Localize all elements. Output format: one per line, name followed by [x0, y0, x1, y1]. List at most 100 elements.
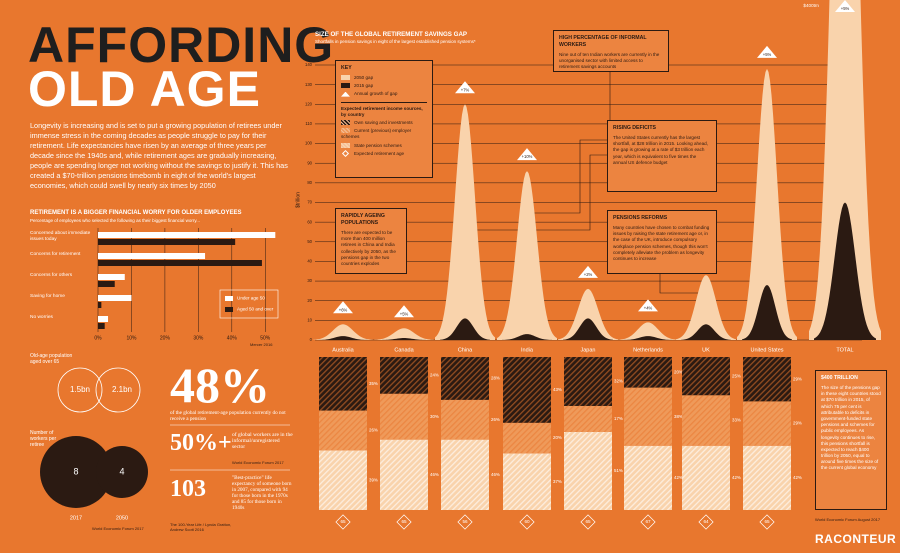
bar	[98, 323, 105, 329]
retirement-age: 67	[645, 519, 651, 524]
annotation-text: Nine out of ten Indian workers are curre…	[559, 52, 660, 70]
hatch	[564, 431, 612, 510]
gap-area	[502, 334, 552, 340]
value-label: 24%	[430, 373, 439, 378]
value-label: 51%	[614, 468, 623, 473]
legend-label: Under age 50	[237, 296, 265, 301]
source: World Economic Forum 2017	[232, 460, 284, 465]
growth-label: +6%	[339, 307, 348, 312]
hatch	[441, 357, 489, 400]
value-label: 42%	[732, 475, 741, 480]
y-tick-label: 100	[305, 141, 313, 146]
growth-marker	[394, 305, 414, 318]
value-label: 29%	[793, 421, 802, 426]
value-label: 42%	[674, 475, 683, 480]
gap-area	[742, 285, 792, 340]
value-label: 43%	[553, 387, 562, 392]
hatch	[380, 439, 428, 510]
gap-area	[313, 324, 373, 340]
y-tick-label: 90	[307, 160, 312, 165]
key-label: Own saving and investments	[354, 119, 413, 125]
bar	[98, 295, 132, 301]
age-marker	[335, 514, 351, 530]
stat-text: of global workers are in the informal/un…	[232, 432, 293, 450]
retirement-age: 65	[585, 519, 591, 524]
gap-area	[618, 322, 678, 340]
age-marker	[396, 514, 412, 530]
growth-marker	[455, 81, 475, 94]
growth-marker	[517, 148, 537, 161]
retirement-age: 65	[764, 519, 770, 524]
key-label: Annual growth of gap	[354, 91, 398, 97]
annotation-text: Many countries have chosen to combat fun…	[613, 225, 710, 261]
value-label: 26%	[369, 428, 378, 433]
source: World Economic Forum 2017	[92, 526, 144, 531]
intro: Longevity is increasing and is set to pu…	[30, 121, 288, 191]
x-tick-label: 40%	[227, 335, 238, 341]
swatch	[341, 128, 350, 134]
y-tick-label: 80	[307, 180, 312, 185]
value-label: 35%	[369, 381, 378, 386]
key-label: State pension schemes	[354, 142, 402, 148]
x-tick-label: 10%	[126, 335, 137, 341]
gap-area	[318, 336, 368, 340]
population-circle	[95, 367, 141, 413]
y-tick-label: 70	[307, 200, 312, 205]
annotation-text: There are expected to be more than 400 m…	[341, 230, 396, 266]
bar	[98, 274, 125, 280]
gap-area	[623, 336, 673, 340]
gap-area	[379, 338, 429, 340]
annotation: PENSIONS REFORMS Many countries have chos…	[607, 210, 717, 274]
key-item: 2050 gap	[341, 75, 427, 81]
source: Mercer 2016	[250, 342, 273, 347]
growth-label: +5%	[400, 311, 409, 316]
value-label: 33%	[732, 418, 741, 423]
summary-title: $400 TRILLION	[821, 375, 858, 381]
swatch	[341, 142, 350, 148]
growth-label: +2%	[584, 272, 593, 277]
annotation-title: HIGH PERCENTAGE OF INFORMAL WORKERS	[559, 35, 647, 49]
hatch	[380, 357, 428, 394]
hatch	[624, 387, 672, 446]
total-label: $400trn	[803, 3, 819, 8]
x-tick-label: UK	[702, 347, 710, 353]
workers-value: 8	[73, 466, 78, 476]
y-axis-label: $trillion	[295, 192, 301, 208]
age-marker	[457, 514, 473, 530]
annotation-text: The United States currently has the larg…	[613, 135, 709, 165]
workers-value: 4	[119, 466, 124, 476]
y-tick-label: 50	[307, 239, 312, 244]
source: The 100-Year Life / Lynda Gratton, Andre…	[170, 522, 232, 532]
gap-area	[440, 318, 490, 340]
key-label: 2015 gap	[354, 83, 374, 89]
x-tick-label: TOTAL	[836, 347, 853, 353]
value-label: 46%	[430, 472, 439, 477]
annotation: RISING DEFICITS The United States current…	[607, 120, 717, 192]
age-marker	[519, 514, 535, 530]
category-label: Concerned about immediate issues today	[30, 231, 91, 242]
hatch	[564, 357, 612, 406]
hatch	[319, 450, 367, 510]
growth-marker	[333, 301, 353, 314]
year-label: 2050	[116, 515, 128, 521]
hatch	[743, 445, 791, 510]
growth-label: +4%	[644, 305, 653, 310]
x-tick-label: Japan	[581, 347, 596, 353]
x-tick-label: 20%	[160, 335, 171, 341]
annotation-title: RISING DEFICITS	[613, 125, 656, 131]
gap-area	[681, 324, 731, 340]
value-label: 29%	[793, 376, 802, 381]
growth-marker	[638, 299, 658, 312]
gap-area	[676, 275, 736, 340]
hatch	[441, 399, 489, 440]
retirement-age: 65	[340, 519, 346, 524]
y-tick-label: 20	[307, 298, 312, 303]
workers-circle	[96, 446, 148, 498]
key-label: Expected retirement age	[354, 150, 405, 156]
retirement-age: 64	[703, 519, 709, 524]
stat-text: of the global retirement-age population …	[170, 410, 286, 422]
year-label: 2017	[70, 515, 82, 521]
growth-label: +10%	[522, 154, 533, 159]
